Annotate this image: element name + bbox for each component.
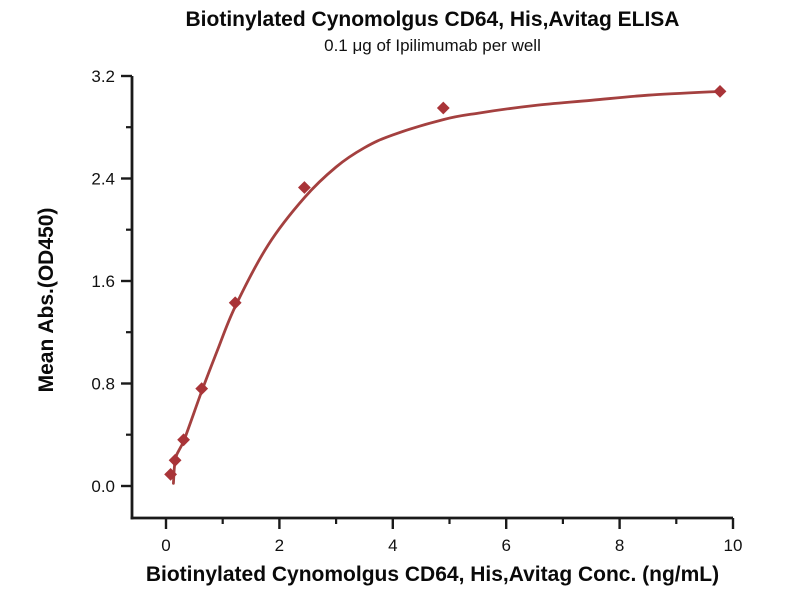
data-point-diamond: [164, 468, 177, 481]
data-point-diamond: [436, 101, 450, 115]
x-tick-label: 6: [501, 536, 510, 555]
y-tick-label: 3.2: [91, 67, 115, 86]
chart-title: Biotinylated Cynomolgus CD64, His,Avitag…: [185, 8, 680, 31]
y-tick-label: 1.6: [91, 272, 115, 291]
x-tick-label: 10: [724, 536, 743, 555]
data-point-diamond: [298, 181, 311, 194]
chart-subtitle: 0.1 μg of Ipilimumab per well: [324, 36, 541, 55]
x-tick-label: 4: [388, 536, 397, 555]
fit-curve: [172, 90, 722, 485]
y-tick-label: 0.0: [91, 477, 115, 496]
x-tick-label: 8: [615, 536, 624, 555]
data-point-diamond: [713, 85, 727, 98]
data-point-diamond: [177, 433, 190, 447]
x-axis-title: Biotinylated Cynomolgus CD64, His,Avitag…: [145, 563, 720, 586]
data-point-diamond: [228, 296, 242, 310]
x-tick-label: 2: [275, 536, 284, 555]
data-point-diamond: [168, 453, 182, 467]
y-tick-label: 0.8: [91, 375, 115, 394]
y-tick-label: 2.4: [91, 170, 115, 189]
data-point-diamond: [195, 382, 209, 395]
x-tick-label: 0: [161, 536, 170, 555]
